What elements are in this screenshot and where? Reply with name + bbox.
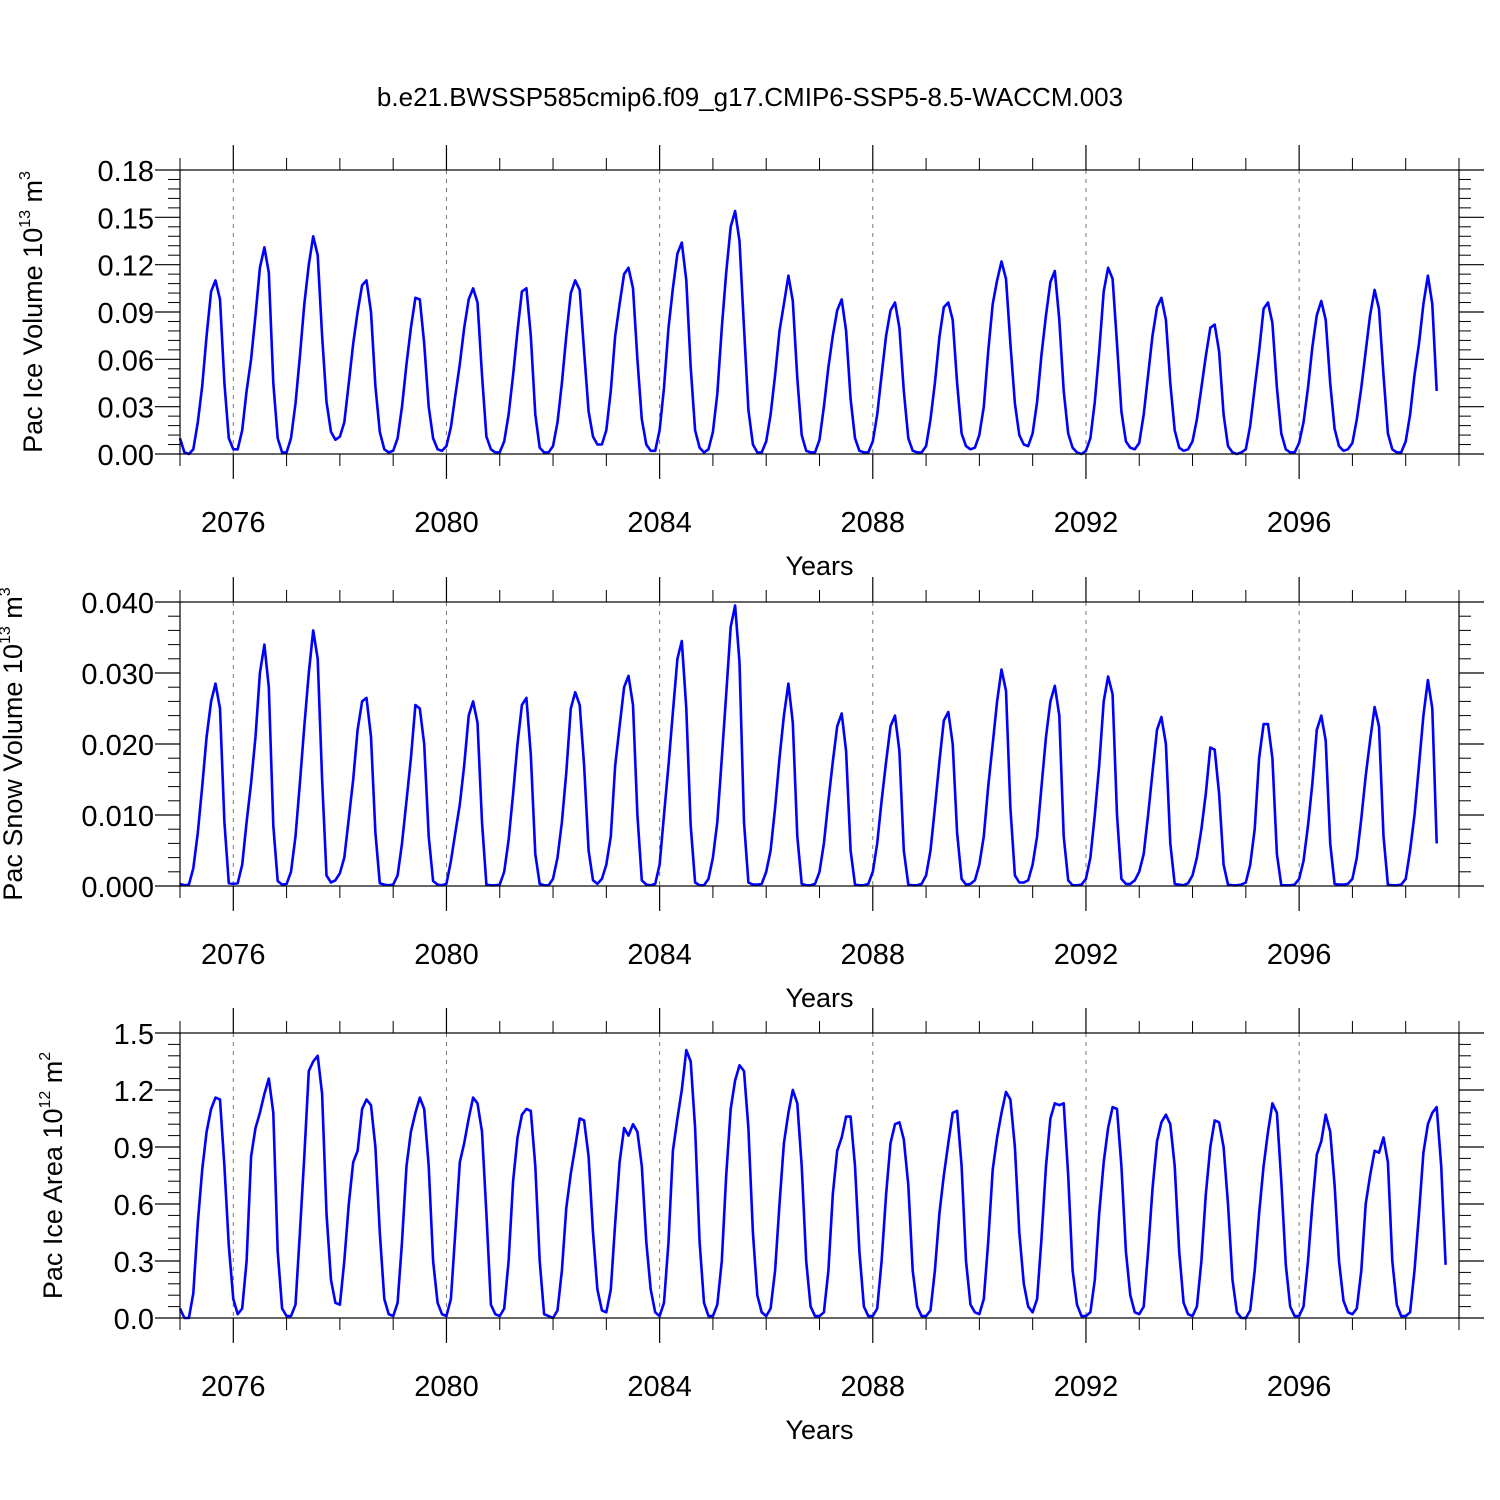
x-tick-label: 2092 <box>1054 939 1119 971</box>
x-tick-label: 2096 <box>1267 507 1332 539</box>
y-tick-label: 0.030 <box>81 659 154 691</box>
x-tick-label: 2096 <box>1267 939 1332 971</box>
x-tick-label: 2084 <box>627 507 692 539</box>
y-tick-label: 0.0 <box>114 1304 154 1336</box>
y-tick-label: 0.000 <box>81 872 154 904</box>
x-axis-title: Years <box>785 983 853 1013</box>
y-tick-label: 0.9 <box>114 1133 154 1165</box>
x-tick-label: 2088 <box>841 939 906 971</box>
y-axis-title: Pac Snow Volume 1013 m3 <box>0 587 28 900</box>
series-line <box>179 604 1438 887</box>
figure-title: b.e21.BWSSP585cmip6.f09_g17.CMIP6-SSP5-8… <box>377 82 1123 112</box>
y-tick-label: 0.00 <box>98 440 154 472</box>
x-tick-label: 2084 <box>627 939 692 971</box>
y-tick-label: 0.06 <box>98 345 154 377</box>
y-tick-label: 0.020 <box>81 730 154 762</box>
x-tick-label: 2088 <box>841 1371 906 1403</box>
x-tick-label: 2080 <box>414 507 479 539</box>
y-tick-label: 0.3 <box>114 1247 154 1279</box>
x-tick-label: 2096 <box>1267 1371 1332 1403</box>
panels-container: 2076 2080 2084 2088 2092 2096 0.00 0.03 0.06 0.09… <box>0 145 1484 1445</box>
x-tick-label: 2084 <box>627 1371 692 1403</box>
chart-panel-3: 2076 2080 2084 2088 2092 2096 0.0 0.3 0.6 0.9 1.2 1… <box>37 1008 1484 1445</box>
y-tick-label: 0.15 <box>98 203 154 235</box>
y-tick-label: 1.2 <box>114 1076 154 1108</box>
y-tick-label: 0.09 <box>98 298 154 330</box>
y-tick-label: 0.03 <box>98 393 154 425</box>
y-tick-label: 0.18 <box>98 156 154 188</box>
x-tick-label: 2092 <box>1054 507 1119 539</box>
y-tick-label: 0.040 <box>81 588 154 620</box>
x-axis-title: Years <box>785 1415 853 1445</box>
y-tick-label: 0.6 <box>114 1190 154 1222</box>
y-tick-label: 1.5 <box>114 1019 154 1051</box>
x-tick-label: 2080 <box>414 939 479 971</box>
series-line <box>178 1048 1447 1320</box>
x-tick-label: 2076 <box>201 1371 266 1403</box>
x-axis-title: Years <box>785 551 853 581</box>
x-tick-label: 2076 <box>201 507 266 539</box>
x-tick-label: 2088 <box>841 507 906 539</box>
y-tick-label: 0.12 <box>98 251 154 283</box>
chart-panel-1: 2076 2080 2084 2088 2092 2096 0.00 0.03 0.06 0.09… <box>17 145 1484 581</box>
series-line <box>178 209 1438 456</box>
x-tick-label: 2076 <box>201 939 266 971</box>
y-axis-title: Pac Ice Volume 1013 m3 <box>17 171 48 453</box>
x-tick-label: 2080 <box>414 1371 479 1403</box>
y-tick-label: 0.010 <box>81 801 154 833</box>
y-axis-title: Pac Ice Area 1012 m2 <box>37 1052 68 1299</box>
x-tick-label: 2092 <box>1054 1371 1119 1403</box>
chart-panel-2: 2076 2080 2084 2088 2092 2096 0.000 0.010 0.020 0… <box>0 577 1484 1013</box>
